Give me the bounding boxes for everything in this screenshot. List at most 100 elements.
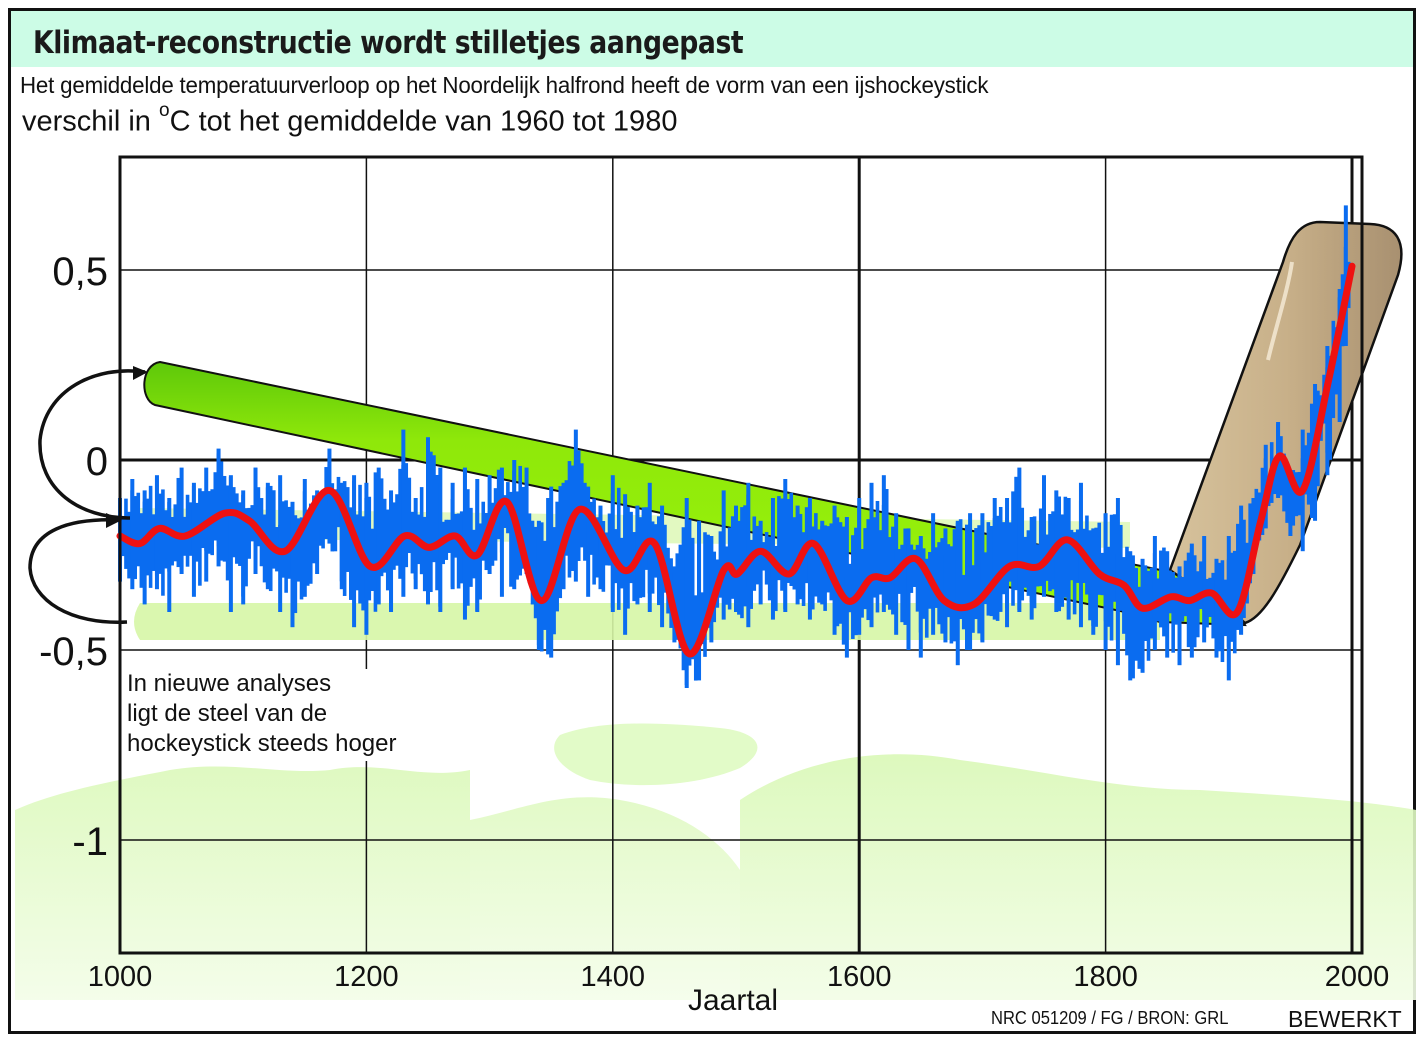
raw-series-bar bbox=[940, 538, 944, 634]
raw-series-point bbox=[228, 475, 233, 612]
raw-series-bar bbox=[1094, 527, 1098, 627]
raw-series-bar bbox=[1199, 561, 1203, 610]
raw-series-bar bbox=[974, 528, 978, 620]
raw-series-point bbox=[241, 490, 246, 605]
raw-series-point bbox=[179, 467, 184, 574]
raw-series-bar bbox=[293, 515, 298, 614]
raw-series-bar bbox=[863, 528, 867, 610]
x-tick-label: 1800 bbox=[1073, 961, 1138, 993]
raw-series-bar bbox=[539, 522, 544, 652]
raw-series-bar bbox=[395, 494, 399, 566]
raw-series-bar bbox=[620, 537, 624, 589]
raw-series-point bbox=[339, 482, 344, 590]
raw-series-bar bbox=[432, 455, 436, 563]
raw-series-point bbox=[549, 486, 554, 658]
raw-series-point bbox=[1202, 536, 1207, 643]
raw-series-bar bbox=[262, 514, 267, 583]
raw-series-bar bbox=[700, 592, 704, 645]
raw-series-point bbox=[475, 479, 480, 612]
raw-series-bar bbox=[934, 547, 938, 608]
raw-series-bar bbox=[829, 523, 834, 601]
raw-series-bar bbox=[429, 451, 433, 593]
world-map-background bbox=[15, 723, 1416, 1000]
raw-series-point bbox=[327, 448, 332, 544]
source-credit: NRC 051209 / FG / BRON: GRL bbox=[991, 1008, 1229, 1028]
raw-series-bar bbox=[576, 450, 581, 561]
raw-series-bar bbox=[312, 495, 316, 564]
raw-series-bar bbox=[1254, 488, 1259, 548]
raw-series-bar bbox=[706, 534, 710, 628]
raw-series-point bbox=[1325, 346, 1330, 476]
raw-series-point bbox=[1177, 566, 1182, 666]
raw-series-bar bbox=[509, 491, 513, 587]
raw-series-bar bbox=[139, 513, 144, 588]
raw-series-point bbox=[216, 448, 221, 567]
raw-series-bar bbox=[801, 532, 806, 606]
y-tick-labels: 0,5 0 -0,5 -1 bbox=[39, 250, 108, 864]
raw-series-bar bbox=[164, 510, 168, 569]
raw-series-bar bbox=[324, 467, 328, 540]
raw-series-bar bbox=[136, 492, 141, 567]
raw-series-bar bbox=[305, 509, 310, 586]
raw-series-bar bbox=[185, 494, 190, 567]
raw-series-bar bbox=[1232, 550, 1237, 654]
raw-series-point bbox=[1251, 498, 1256, 574]
raw-series-bar bbox=[530, 520, 535, 605]
raw-series-point bbox=[142, 490, 147, 605]
raw-series-bar bbox=[1057, 496, 1061, 612]
raw-series-bar bbox=[490, 502, 495, 566]
raw-series-bar bbox=[1063, 496, 1068, 598]
raw-series-bar bbox=[678, 544, 683, 649]
raw-series-bar bbox=[1143, 565, 1148, 641]
raw-series-bar bbox=[601, 521, 606, 592]
raw-series-bar bbox=[404, 463, 409, 568]
raw-series-point bbox=[1091, 528, 1096, 635]
raw-series-bar bbox=[238, 502, 242, 566]
raw-series-bar bbox=[1171, 572, 1175, 653]
raw-series-bar bbox=[1159, 550, 1163, 628]
raw-series-bar bbox=[1131, 555, 1135, 679]
raw-series-point bbox=[1337, 289, 1342, 422]
raw-series-bar bbox=[749, 539, 753, 609]
raw-series-bar bbox=[989, 525, 994, 617]
raw-series-bar bbox=[841, 526, 846, 645]
chart-subtitle: Het gemiddelde temperatuurverloop op het… bbox=[20, 72, 989, 98]
raw-series-bar bbox=[1168, 570, 1172, 614]
raw-series-point bbox=[734, 505, 738, 612]
raw-series-bar bbox=[1119, 524, 1123, 611]
curved-arrow-upper-head bbox=[133, 366, 148, 380]
raw-series-point bbox=[918, 536, 923, 658]
raw-series-point bbox=[524, 467, 529, 574]
raw-series-bar bbox=[718, 531, 723, 598]
raw-series-bar bbox=[370, 528, 375, 592]
x-tick-label: 1200 bbox=[334, 961, 399, 993]
raw-series-bar bbox=[1220, 560, 1225, 663]
raw-series-point bbox=[844, 517, 849, 658]
raw-series-bar bbox=[616, 487, 621, 610]
raw-series-bar bbox=[730, 516, 735, 599]
raw-series-bar bbox=[1032, 516, 1037, 609]
raw-series-bar bbox=[1291, 470, 1296, 526]
raw-series-point bbox=[1042, 475, 1046, 597]
raw-series-bar bbox=[937, 542, 941, 625]
raw-series-bar bbox=[558, 486, 563, 599]
raw-series-bar bbox=[133, 496, 137, 580]
raw-series-point bbox=[795, 505, 800, 605]
raw-series-bar bbox=[127, 511, 131, 579]
raw-series-bar bbox=[912, 549, 917, 587]
raw-series-bar bbox=[345, 487, 350, 572]
raw-series-bar bbox=[838, 522, 843, 624]
raw-series-bar bbox=[342, 481, 347, 596]
degree-symbol: o bbox=[159, 100, 170, 121]
chart-title: Klimaat-reconstructie wordt stilletjes a… bbox=[33, 25, 744, 61]
smoothed-series-line bbox=[116, 262, 1356, 658]
raw-series-point bbox=[499, 467, 504, 597]
raw-series-bar bbox=[503, 495, 507, 528]
raw-series-bar bbox=[256, 487, 261, 547]
raw-series-point bbox=[684, 498, 689, 688]
raw-series-bar bbox=[213, 472, 218, 541]
raw-series-bar bbox=[983, 552, 988, 605]
raw-series-bar bbox=[1248, 503, 1252, 584]
y-tick-label: 0 bbox=[86, 440, 108, 484]
raw-series-point bbox=[623, 494, 628, 635]
